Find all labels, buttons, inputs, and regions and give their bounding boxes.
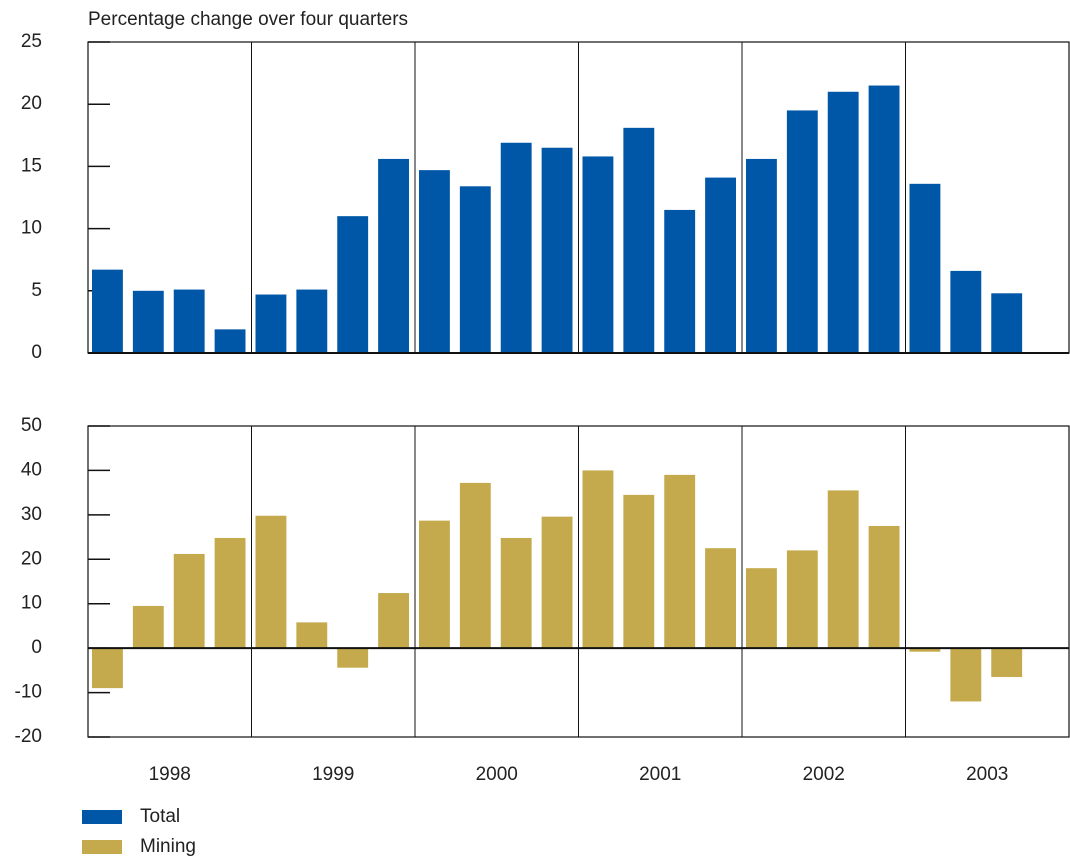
bar <box>950 648 982 702</box>
bar <box>92 269 123 353</box>
y-tick-label: 50 <box>21 415 42 436</box>
bar <box>623 127 655 353</box>
bar <box>991 293 1023 353</box>
y-tick-label: 0 <box>31 637 42 658</box>
x-tick-label: 2000 <box>476 764 518 785</box>
bar <box>296 622 328 649</box>
bar <box>255 515 287 649</box>
y-tick-label: 15 <box>21 155 42 176</box>
bar <box>337 216 369 353</box>
bar <box>419 520 450 649</box>
bar <box>868 525 900 649</box>
bar <box>255 294 287 353</box>
bar <box>92 648 123 689</box>
x-tick-label: 2003 <box>966 764 1008 785</box>
y-tick-label: 5 <box>31 280 42 301</box>
bar <box>746 158 777 353</box>
bar <box>337 648 369 668</box>
y-tick-label: -20 <box>15 726 42 747</box>
bar <box>827 490 859 649</box>
bar <box>500 142 532 353</box>
x-tick-label: 2001 <box>639 764 681 785</box>
bar <box>582 470 614 649</box>
bar <box>786 110 818 353</box>
bar <box>705 548 736 649</box>
bar <box>582 156 614 353</box>
bar <box>296 289 328 353</box>
bar <box>378 158 409 353</box>
bar <box>132 290 164 353</box>
bar <box>623 494 655 649</box>
y-tick-label: 30 <box>21 504 42 525</box>
bar <box>459 482 491 649</box>
y-tick-label: 0 <box>31 342 42 363</box>
bar <box>173 553 205 649</box>
x-tick-label: 1999 <box>312 764 354 785</box>
x-tick-label: 1998 <box>149 764 191 785</box>
y-tick-label: 25 <box>21 31 42 52</box>
bar <box>827 91 859 353</box>
bar <box>173 289 205 353</box>
bar <box>746 568 777 649</box>
bar <box>541 516 573 649</box>
y-tick-label: 40 <box>21 459 42 480</box>
bar <box>214 329 246 353</box>
legend-swatch <box>82 840 122 854</box>
bar <box>419 170 450 353</box>
bar <box>459 186 491 353</box>
bar <box>950 270 982 353</box>
bar <box>378 593 409 649</box>
chart-title: Percentage change over four quarters <box>88 9 408 30</box>
bar <box>786 550 818 649</box>
bar <box>132 605 164 649</box>
bar <box>868 85 900 353</box>
bar <box>909 183 941 353</box>
bar <box>541 147 573 353</box>
legend-label: Mining <box>140 836 196 857</box>
y-tick-label: -10 <box>15 682 42 703</box>
bar <box>909 648 941 652</box>
y-tick-label: 10 <box>21 218 42 239</box>
bar <box>664 209 696 353</box>
y-tick-label: 10 <box>21 593 42 614</box>
bar <box>991 648 1023 678</box>
y-tick-label: 20 <box>21 93 42 114</box>
legend-label: Total <box>140 806 180 827</box>
bar <box>705 177 736 353</box>
y-tick-label: 20 <box>21 548 42 569</box>
bar <box>214 537 246 649</box>
bar <box>664 474 696 649</box>
legend-swatch <box>82 810 122 824</box>
x-tick-label: 2002 <box>803 764 845 785</box>
bar <box>500 537 532 649</box>
